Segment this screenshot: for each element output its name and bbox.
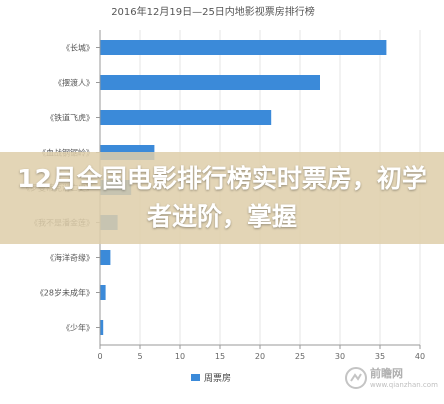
bar-2 [100,110,272,125]
banner-headline: 12月全国电影排行榜实时票房，初学者进阶，掌握 [17,164,427,231]
x-tick-label-6: 30 [335,352,345,361]
legend: 周票房 [191,372,231,384]
watermark: 前瞻网 www.qianzhan.com [344,364,438,396]
bar-0 [100,40,387,55]
watermark-logo-icon [345,367,367,389]
watermark-sub: www.qianzhan.com [370,381,438,389]
bar-7 [100,285,106,300]
x-tick-label-2: 10 [175,352,185,361]
x-tick-label-3: 15 [215,352,225,361]
legend-label: 周票房 [204,372,231,384]
category-label-8: 《少年》 [62,323,94,333]
category-label-1: 《摆渡人》 [54,78,94,88]
x-tick-label-1: 5 [137,352,142,361]
category-label-2: 《铁道飞虎》 [46,113,94,123]
bar-1 [100,75,320,90]
category-label-6: 《海洋奇缘》 [46,253,94,263]
category-label-0: 《长城》 [62,43,94,53]
watermark-main: 前瞻网 [370,367,403,380]
x-tick-label-7: 35 [375,352,385,361]
legend-swatch [191,374,200,381]
x-tick-label-4: 20 [255,352,265,361]
category-label-7: 《28岁未成年》 [36,288,94,298]
chart-title: 2016年12月19日—25日内地影视票房排行榜 [111,5,315,18]
x-tick-label-8: 40 [415,352,425,361]
x-tick-label-5: 25 [295,352,305,361]
bar-6 [100,250,111,265]
x-tick-label-0: 0 [97,352,102,361]
bar-8 [100,320,104,335]
overlay-banner: 12月全国电影排行榜实时票房，初学者进阶，掌握 [0,152,444,244]
